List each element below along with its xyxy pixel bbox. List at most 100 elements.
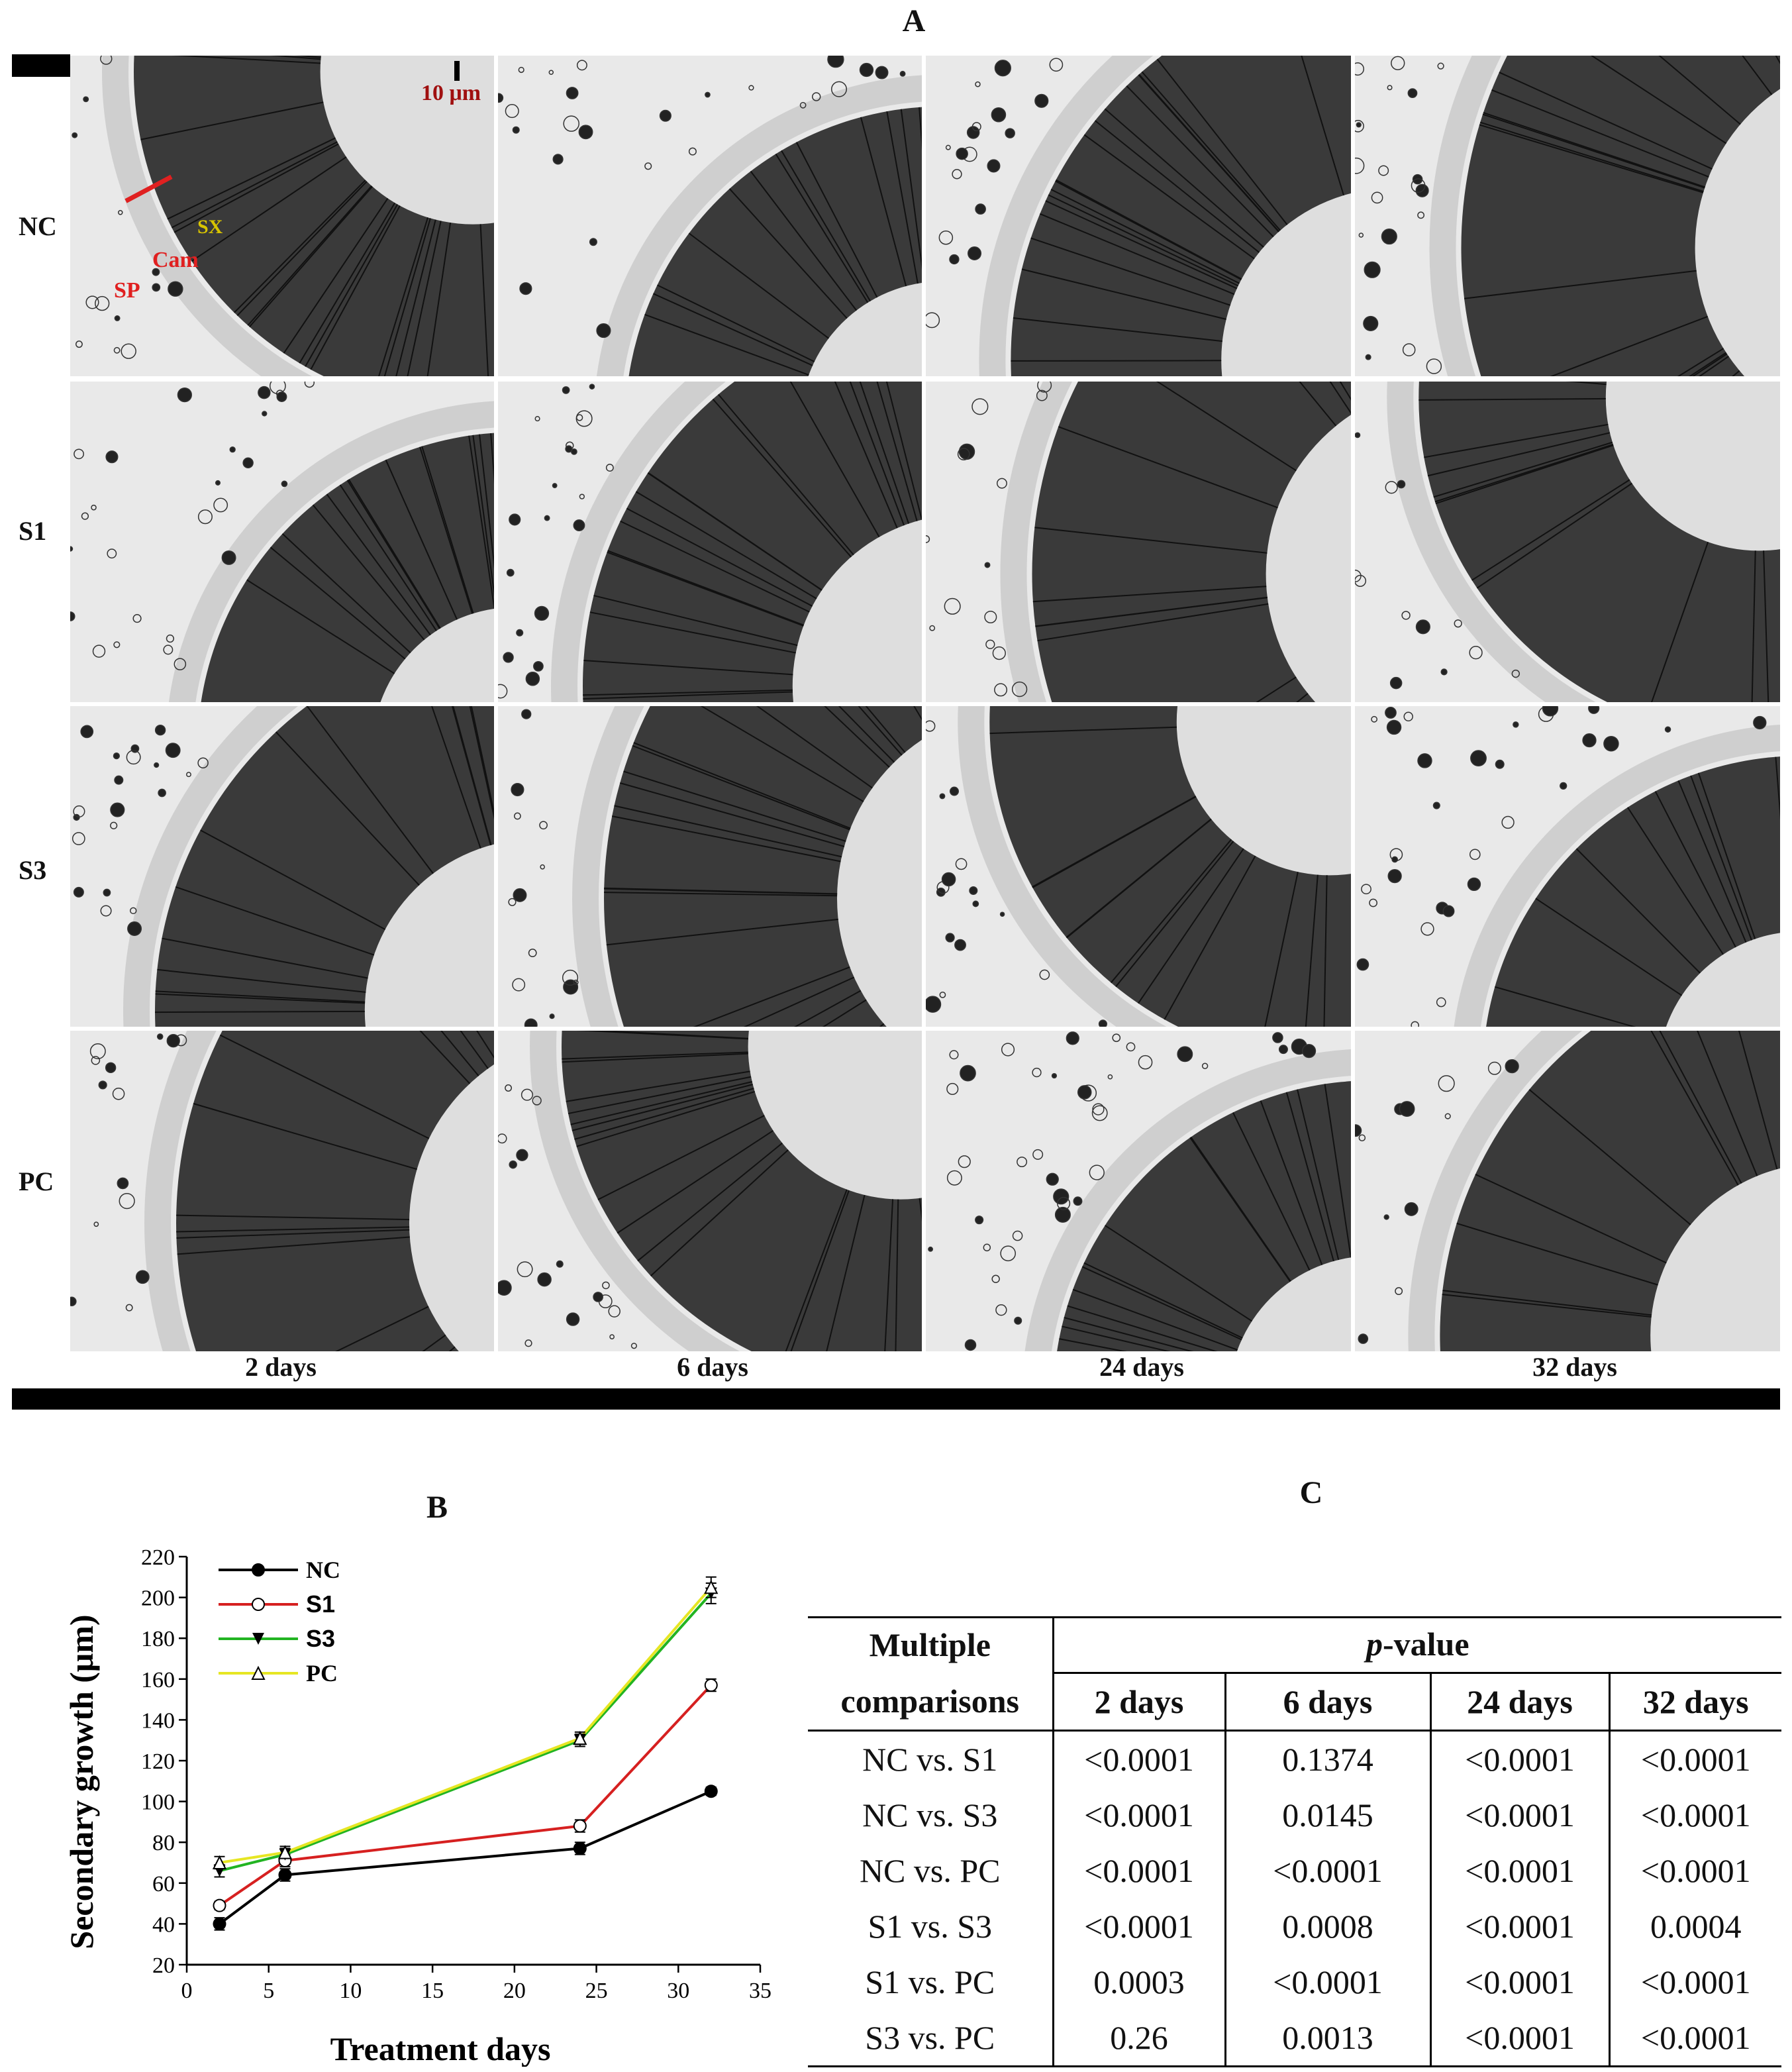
y-tick-label: 120 <box>141 1749 175 1774</box>
legend-marker-pc <box>251 1665 266 1680</box>
pvalue-cell: 0.0008 <box>1225 1898 1432 1954</box>
sx-label: SX <box>197 216 223 238</box>
legend-label-nc: NC <box>306 1557 340 1583</box>
pvalue-cell: 0.1374 <box>1225 1730 1432 1787</box>
pvalue-cell: <0.0001 <box>1609 2010 1781 2067</box>
data-point-pc <box>704 1579 719 1594</box>
data-point-nc <box>573 1841 587 1855</box>
comparison-cell: NC vs. S3 <box>808 1787 1054 1843</box>
pvalue-cell: 0.0013 <box>1225 2010 1432 2067</box>
secondary-growth-chart: 20 40 60 80 100 120 140 160 180 200 220 0 5 10 15 20 25 3… <box>63 1545 772 2067</box>
y-tick-label: 180 <box>141 1627 175 1651</box>
panel-b-letter: B <box>426 1490 448 1525</box>
table-row: NC vs. PC <0.0001 <0.0001 <0.0001 <0.0001 <box>808 1843 1781 1898</box>
comparison-cell: S1 vs. S3 <box>808 1898 1054 1954</box>
comparison-cell: S3 vs. PC <box>808 2010 1054 2067</box>
data-point-s1 <box>213 1898 226 1912</box>
row-label-s3: S3 <box>19 855 47 885</box>
x-tick-label: 5 <box>263 1979 274 2003</box>
pvalue-cell: <0.0001 <box>1225 1954 1432 2010</box>
x-tick-label: 15 <box>421 1979 444 2003</box>
micrograph-s3-24-days <box>926 706 1351 1027</box>
micrograph-s3-32-days <box>1355 706 1780 1027</box>
sp-label: SP <box>114 278 140 303</box>
scale-bar <box>454 61 460 81</box>
x-tick-label: 35 <box>749 1979 772 2003</box>
pvalue-cell: 0.0004 <box>1650 1908 1742 1945</box>
pvalue-header-text: p-value <box>1366 1626 1469 1663</box>
table-row: S1 vs. S3 <0.0001 0.0008 <0.0001 0.0004 <box>808 1898 1781 1954</box>
pvalue-cell: <0.0001 <box>1640 1963 1751 2000</box>
y-tick-label: 200 <box>141 1586 175 1611</box>
x-axis-label: Treatment days <box>330 2030 551 2067</box>
row-label-nc: NC <box>19 211 57 241</box>
y-tick-label: 80 <box>152 1831 175 1855</box>
micrograph-nc-6-days <box>498 56 922 376</box>
bottom-black-bar <box>12 1388 1780 1410</box>
series-line-pc <box>219 1586 713 1864</box>
pvalue-cell: 0.26 <box>1053 2010 1226 2067</box>
micrograph-nc-32-days <box>1355 56 1780 376</box>
micrograph-pc-2-days <box>70 1031 494 1351</box>
series-line-nc <box>219 1790 712 1926</box>
y-tick-label: 140 <box>141 1708 175 1733</box>
micrograph-s1-24-days <box>926 382 1351 702</box>
col-label-6-days: 6 days <box>677 1352 748 1382</box>
micrograph-s3-2-days <box>70 706 494 1027</box>
x-tick-label: 30 <box>667 1979 689 2003</box>
data-point-pc <box>212 1855 227 1869</box>
y-tick-label: 60 <box>152 1872 175 1896</box>
header-day-32: 32 days <box>1609 1672 1781 1732</box>
col-label-2-days: 2 days <box>245 1352 317 1382</box>
panel-a-letter: A <box>902 3 926 38</box>
pvalue-cell: <0.0001 <box>1053 1730 1226 1787</box>
micrograph-nc-24-days <box>926 56 1351 376</box>
pvalue-cell: <0.0001 <box>1430 1954 1611 2010</box>
col-label-32-days: 32 days <box>1532 1352 1617 1382</box>
header-day-24: 24 days <box>1430 1672 1611 1732</box>
micrograph-nc-2-days <box>70 56 494 376</box>
row-label-s1: S1 <box>19 516 47 546</box>
data-point-pc <box>277 1845 293 1859</box>
data-point-nc <box>278 1868 292 1882</box>
pvalue-cell: <0.0001 <box>1053 1787 1226 1843</box>
legend-marker-s3 <box>252 1633 264 1645</box>
header-comparisons: comparisons <box>808 1673 1054 1732</box>
table-row: S3 vs. PC 0.26 0.0013 <0.0001 <0.0001 <box>808 2010 1781 2067</box>
legend-label-s1: S1 <box>306 1590 335 1618</box>
row-label-pc: PC <box>19 1166 54 1196</box>
x-tick-label: 10 <box>339 1979 362 2003</box>
y-tick-label: 20 <box>152 1953 175 1978</box>
data-point-nc <box>704 1785 718 1798</box>
pvalue-cell: <0.0001 <box>1053 1898 1226 1954</box>
header-day-6: 6 days <box>1225 1672 1432 1732</box>
data-point-pc <box>573 1730 587 1745</box>
x-tick-label: 0 <box>181 1979 193 2003</box>
comparison-cell: S1 vs. PC <box>808 1954 1054 2010</box>
legend-marker-nc <box>252 1563 265 1577</box>
data-point-nc <box>213 1917 226 1931</box>
micrograph-s1-2-days <box>70 382 494 702</box>
table-row: S1 vs. PC 0.0003 <0.0001 <0.0001 <0.0001 <box>808 1954 1781 2010</box>
series-line-s1 <box>219 1684 713 1907</box>
header-day-2: 2 days <box>1053 1672 1226 1732</box>
table-row: NC vs. S1 <0.0001 0.1374 <0.0001 <0.0001 <box>808 1730 1781 1787</box>
comparison-cell: NC vs. S1 <box>808 1730 1054 1787</box>
legend-label-pc: PC <box>306 1660 338 1686</box>
pvalue-cell: <0.0001 <box>1640 1852 1751 1889</box>
y-tick-label: 100 <box>141 1790 175 1815</box>
x-tick-label: 25 <box>585 1979 608 2003</box>
header-pvalue: p-value <box>1053 1616 1781 1673</box>
micrograph-s1-32-days <box>1355 382 1780 702</box>
micrograph-s3-6-days <box>498 706 922 1027</box>
y-tick-label: 160 <box>141 1668 175 1692</box>
panel-c-letter: C <box>1299 1475 1323 1510</box>
legend-marker-s1 <box>252 1598 265 1611</box>
pvalue-cell: 0.0003 <box>1053 1954 1226 2010</box>
cam-label: Cam <box>152 248 199 272</box>
pvalue-cell: 0.0145 <box>1225 1787 1432 1843</box>
series-line-s3 <box>219 1592 713 1873</box>
pvalue-cell: <0.0001 <box>1640 1741 1751 1778</box>
col-label-24-days: 24 days <box>1099 1352 1184 1382</box>
micrograph-pc-6-days <box>498 1031 922 1351</box>
